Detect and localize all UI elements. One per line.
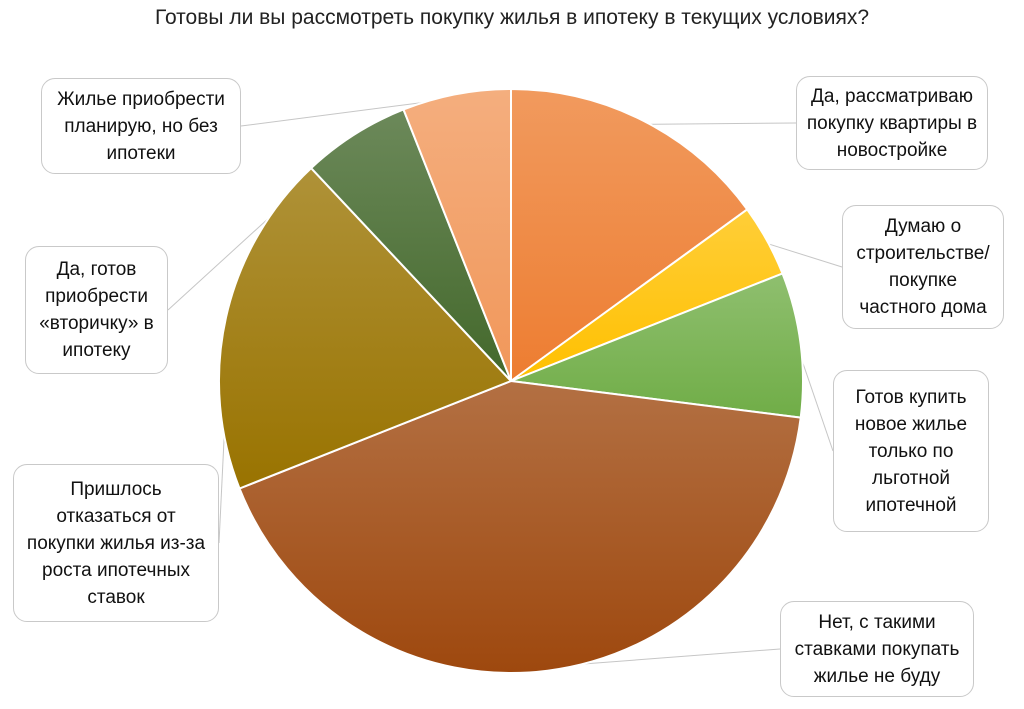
pie-slice-preferential-mortgage — [510, 272, 804, 419]
pie-slice-without-mortgage — [402, 87, 512, 382]
leader-line-private-house — [763, 241, 843, 268]
slice-label-new-building: Да, рассматриваю покупку квартиры в ново… — [796, 76, 988, 170]
pie-slice-refuse-high-rates — [238, 379, 802, 675]
pie-slices — [217, 87, 804, 675]
slice-label-had-to-refuse: Пришлось отказаться от покупки жилья из-… — [13, 464, 219, 622]
slice-label-private-house: Думаю о строительстве/ покупке частного … — [842, 205, 1004, 329]
pie-slice-new-building — [510, 87, 749, 383]
slice-label-preferential-mortgage: Готов купить новое жилье только по льгот… — [833, 370, 989, 532]
slice-label-refuse-high-rates: Нет, с такими ставками покупать жилье не… — [780, 601, 974, 697]
slice-label-without-mortgage: Жилье приобрести планирую, но без ипотек… — [41, 78, 241, 174]
chart-title: Готовы ли вы рассмотреть покупку жилья в… — [154, 6, 870, 29]
pie-slice-had-to-refuse — [217, 166, 513, 490]
slice-label-secondary-market: Да, готов приобрести «вторичку» в ипотек… — [25, 246, 168, 374]
leader-line-new-building — [641, 122, 797, 125]
